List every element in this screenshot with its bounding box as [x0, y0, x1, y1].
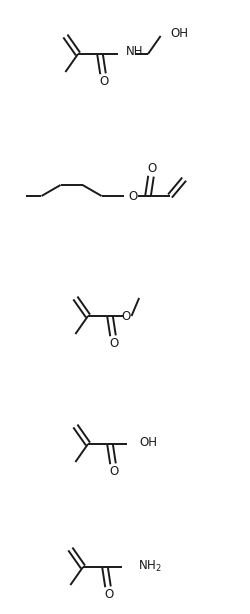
Text: O: O [110, 465, 119, 478]
Text: O: O [122, 309, 131, 322]
Text: NH: NH [126, 44, 144, 58]
Text: O: O [128, 190, 137, 203]
Text: OH: OH [170, 28, 188, 41]
Text: NH$_2$: NH$_2$ [138, 559, 162, 573]
Text: O: O [104, 588, 114, 601]
Text: O: O [110, 337, 119, 351]
Text: OH: OH [140, 437, 158, 449]
Text: O: O [100, 76, 108, 88]
Text: O: O [148, 161, 156, 175]
